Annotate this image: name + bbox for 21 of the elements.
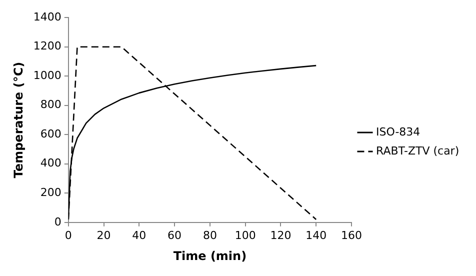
x-tick-label: 20 [96, 228, 111, 242]
x-tick-label: 60 [168, 228, 182, 242]
legend-label: RABT-ZTV (car) [376, 144, 460, 158]
legend-label: ISO-834 [376, 125, 420, 138]
x-tick-label: 160 [341, 228, 362, 242]
y-tick-label: 800 [40, 98, 62, 112]
x-tick-label: 80 [202, 228, 217, 242]
y-axis-title: Temperature (°C) [11, 62, 26, 178]
y-tick-label: 1200 [33, 40, 62, 53]
x-tick-label: 0 [64, 228, 72, 242]
x-tick-label: 100 [234, 228, 256, 242]
y-tick-label: 200 [40, 186, 62, 199]
x-tick-label: 120 [270, 228, 292, 242]
x-axis-title: Time (min) [173, 248, 247, 263]
y-tick-label: 1000 [33, 68, 62, 82]
x-tick-label: 140 [306, 228, 327, 242]
y-tick-label: 400 [40, 156, 62, 170]
x-tick-label: 40 [132, 228, 146, 242]
y-tick-label: 600 [40, 127, 62, 140]
y-tick-label: 0 [54, 215, 62, 228]
y-tick-label: 1400 [33, 10, 62, 24]
